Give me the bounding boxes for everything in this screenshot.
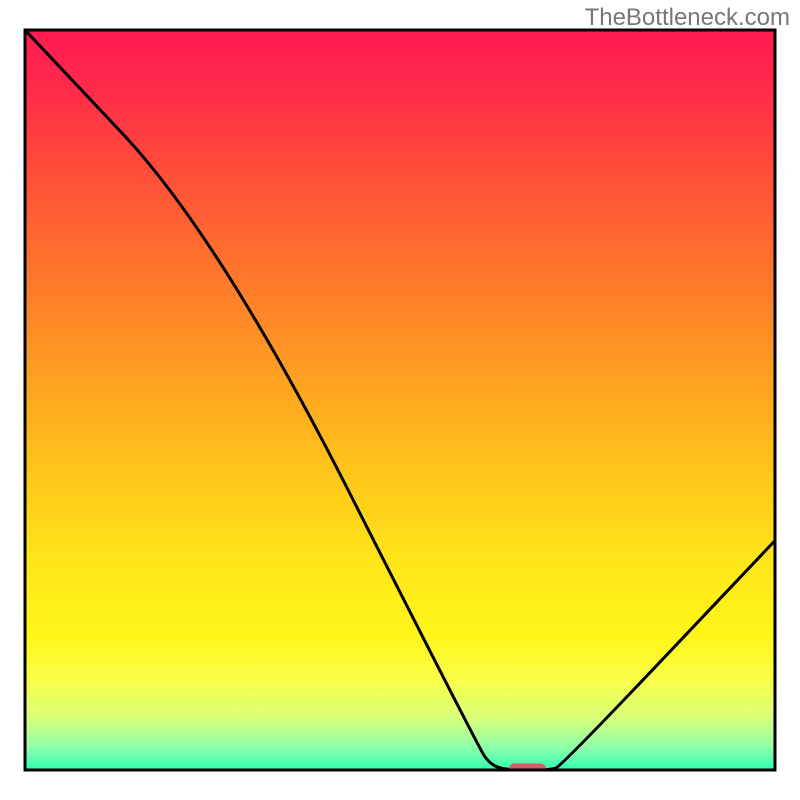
bottleneck-chart: TheBottleneck.com [0,0,800,800]
watermark-text: TheBottleneck.com [585,4,790,32]
chart-svg [0,0,800,800]
